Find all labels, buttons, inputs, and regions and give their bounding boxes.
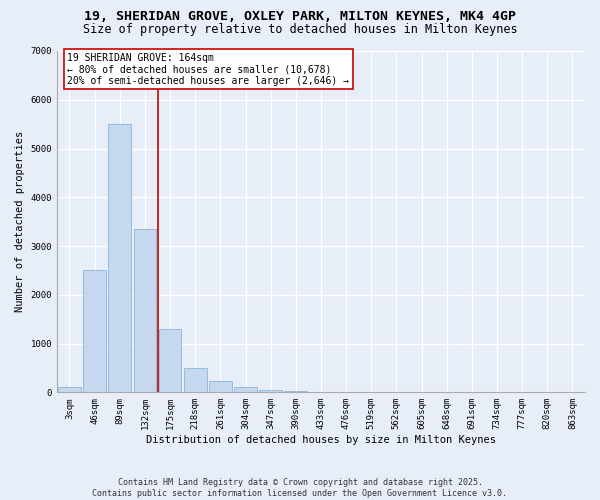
Text: 19 SHERIDAN GROVE: 164sqm
← 80% of detached houses are smaller (10,678)
20% of s: 19 SHERIDAN GROVE: 164sqm ← 80% of detac…	[67, 52, 349, 86]
X-axis label: Distribution of detached houses by size in Milton Keynes: Distribution of detached houses by size …	[146, 435, 496, 445]
Bar	[58, 388, 81, 392]
Text: 19, SHERIDAN GROVE, OXLEY PARK, MILTON KEYNES, MK4 4GP: 19, SHERIDAN GROVE, OXLEY PARK, MILTON K…	[84, 10, 516, 23]
Bar	[209, 381, 232, 392]
Text: Contains HM Land Registry data © Crown copyright and database right 2025.
Contai: Contains HM Land Registry data © Crown c…	[92, 478, 508, 498]
Bar	[284, 391, 307, 392]
Y-axis label: Number of detached properties: Number of detached properties	[15, 131, 25, 312]
Bar	[159, 329, 181, 392]
Bar	[234, 388, 257, 392]
Text: Size of property relative to detached houses in Milton Keynes: Size of property relative to detached ho…	[83, 22, 517, 36]
Bar	[109, 124, 131, 392]
Bar	[134, 229, 156, 392]
Bar	[259, 390, 282, 392]
Bar	[184, 368, 206, 392]
Bar	[83, 270, 106, 392]
